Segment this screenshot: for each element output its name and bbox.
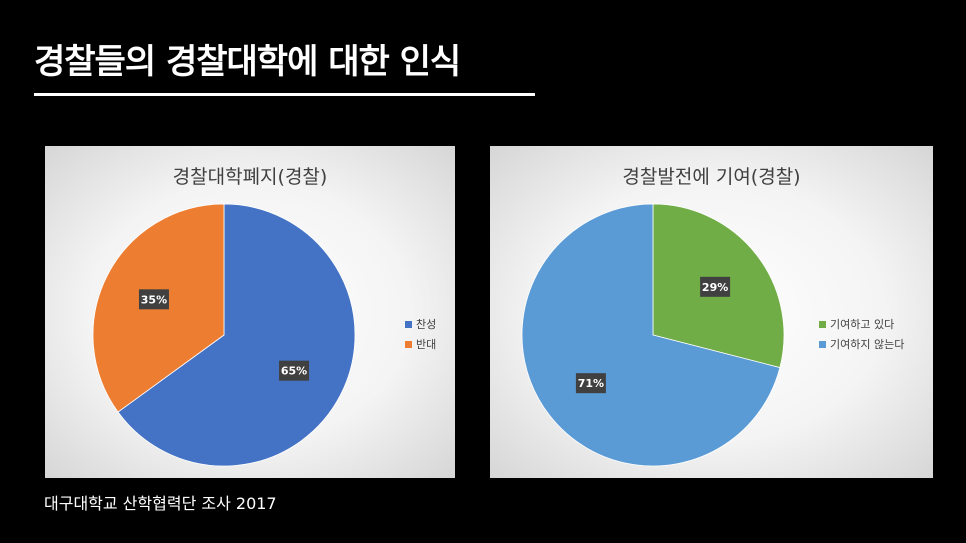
pie-chart: 65% 35% (92, 203, 356, 467)
legend-swatch (819, 340, 826, 348)
data-label-text: 71% (578, 377, 604, 390)
data-label-text: 65% (281, 365, 307, 378)
legend-item-반대: 반대 (405, 334, 436, 354)
legend-label: 기여하지 않는다 (830, 338, 905, 351)
data-label-반대: 35% (138, 289, 169, 310)
chart-title: 경찰발전에 기여(경찰) (622, 166, 801, 188)
data-label-기여하고-있다: 29% (700, 276, 731, 297)
pie-slice-기여하지-않는다 (521, 203, 781, 467)
chart-title: 경찰대학폐지(경찰) (172, 166, 328, 188)
legend-label: 기여하고 있다 (830, 318, 895, 331)
legend-item-찬성: 찬성 (405, 314, 436, 334)
data-label-text: 29% (702, 281, 728, 294)
data-label-기여하지-않는다: 71% (575, 373, 606, 394)
data-label-box (700, 276, 731, 297)
pie-chart: 29% 71% (521, 203, 785, 467)
legend-swatch (819, 320, 826, 328)
legend-swatch (405, 320, 412, 328)
pie-slice-찬성 (117, 203, 356, 467)
title-underline (34, 93, 535, 96)
data-label-text: 35% (141, 293, 167, 306)
data-label-box (279, 360, 310, 381)
legend-label: 찬성 (416, 318, 437, 331)
legend-label: 반대 (416, 338, 437, 351)
legend-swatch (405, 340, 412, 348)
data-label-box (138, 289, 169, 310)
slide-title: 경찰들의 경찰대학에 대한 인식 (34, 42, 461, 82)
data-label-찬성: 65% (279, 360, 310, 381)
legend-item-기여하지-않는다: 기여하지 않는다 (819, 334, 904, 354)
legend-item-기여하고-있다: 기여하고 있다 (819, 314, 904, 334)
data-label-box (575, 373, 606, 394)
source-note: 대구대학교 산학협력단 조사 2017 (44, 494, 277, 513)
